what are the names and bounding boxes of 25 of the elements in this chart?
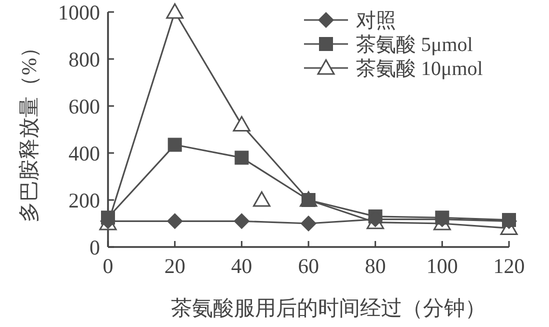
x-tick-label: 40 (231, 254, 252, 278)
point (252, 191, 270, 207)
point (300, 216, 316, 232)
x-tick-label: 20 (164, 254, 186, 278)
y-tick-label: 0 (90, 235, 100, 260)
x-tick-label: 60 (298, 254, 319, 278)
y-tick-label: 600 (68, 94, 100, 118)
y-tick-label: 400 (68, 141, 100, 166)
y-tick-label: 800 (68, 47, 100, 72)
point (168, 138, 182, 152)
point (234, 150, 249, 165)
y-tick-label: 200 (68, 188, 100, 212)
y-tick-label: 1000 (58, 0, 100, 24)
legend-label: 茶氨酸 5μmol (356, 34, 474, 56)
point (166, 3, 184, 19)
point (232, 116, 250, 132)
legend-label: 茶氨酸 10μmol (356, 58, 484, 80)
x-tick-label: 80 (364, 254, 386, 278)
point (166, 213, 183, 230)
y-axis-title: 多巴胺释放量（%） (17, 36, 41, 222)
point (234, 213, 250, 230)
legend-label: 对照 (356, 10, 396, 32)
x-tick-label: 120 (493, 254, 525, 278)
x-tick-label: 100 (426, 254, 458, 278)
x-axis-title: 茶氨酸服用后的时间经过（分钟） (171, 296, 486, 320)
